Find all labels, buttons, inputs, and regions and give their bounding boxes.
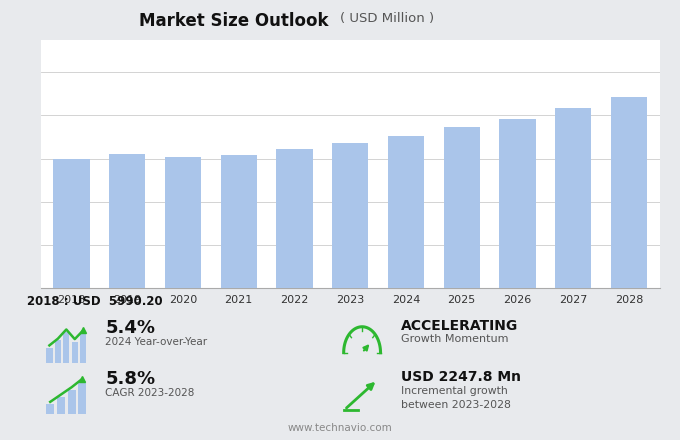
Bar xyxy=(109,154,146,288)
Bar xyxy=(53,159,90,288)
Bar xyxy=(165,157,201,288)
Text: CAGR 2023-2028: CAGR 2023-2028 xyxy=(105,388,194,398)
Text: Incremental growth: Incremental growth xyxy=(401,386,508,396)
Text: Market Size Outlook: Market Size Outlook xyxy=(139,12,340,30)
Bar xyxy=(388,136,424,288)
Bar xyxy=(71,342,78,363)
Text: ACCELERATING: ACCELERATING xyxy=(401,319,518,333)
Bar xyxy=(80,334,86,363)
Text: ( USD Million ): ( USD Million ) xyxy=(340,12,434,26)
Bar xyxy=(54,340,61,363)
Bar xyxy=(555,108,592,288)
Text: 5.8%: 5.8% xyxy=(105,370,156,389)
Bar xyxy=(332,143,369,288)
Bar xyxy=(220,155,257,288)
Text: www.technavio.com: www.technavio.com xyxy=(288,423,392,433)
Bar xyxy=(46,404,54,414)
Bar xyxy=(67,390,75,414)
Bar xyxy=(57,397,65,414)
Bar xyxy=(443,127,480,288)
Text: between 2023-2028: between 2023-2028 xyxy=(401,400,511,411)
Text: 2018 : USD  5990.20: 2018 : USD 5990.20 xyxy=(27,295,163,308)
Bar xyxy=(63,332,69,363)
Text: USD 2247.8 Mn: USD 2247.8 Mn xyxy=(401,370,521,385)
Text: Growth Momentum: Growth Momentum xyxy=(401,334,509,345)
Bar xyxy=(78,381,86,414)
Bar xyxy=(499,118,536,288)
Bar xyxy=(46,348,52,363)
Bar xyxy=(276,149,313,288)
Text: 5.4%: 5.4% xyxy=(105,319,156,337)
Text: 2024 Year-over-Year: 2024 Year-over-Year xyxy=(105,337,207,347)
Bar xyxy=(611,97,647,288)
